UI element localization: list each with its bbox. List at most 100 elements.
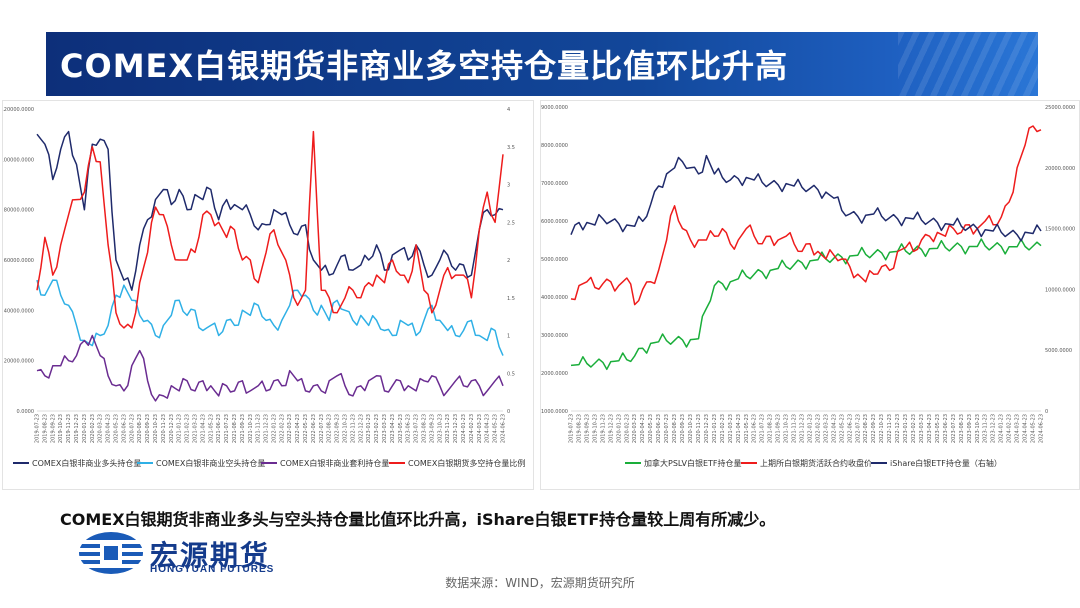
y-left-tick-label: 40000.0000 [4,308,34,314]
x-tick-label: 2021-09-23 [776,414,782,443]
series-line-2 [36,334,504,402]
y-right-tick-label: 20000.0000 [1045,166,1075,172]
series-line-3 [36,130,504,329]
y-right-tick-label: 2.5 [507,220,515,226]
y-right-tick-label: 3 [507,183,510,189]
x-tick-label: 2022-03-23 [823,414,829,443]
x-tick-label: 2022-01-23 [807,414,813,443]
x-tick-label: 2021-08-23 [768,414,774,443]
x-tick-label: 2023-09-23 [967,414,973,443]
x-tick-label: 2022-02-23 [815,414,821,443]
y-right-tick-label: 25000.0000 [1045,105,1075,111]
x-tick-label: 2022-11-23 [887,414,893,443]
legend-label: iShare白银ETF持仓量（右轴） [890,458,1002,468]
x-tick-label: 2021-10-23 [784,414,790,443]
x-tick-label: 2021-05-23 [744,414,750,443]
x-tick-label: 2023-03-23 [382,414,388,443]
x-tick-label: 2023-09-23 [429,414,435,443]
x-tick-label: 2020-02-23 [90,414,96,443]
title-bar: COMEX白银期货非商业多空持仓量比值环比升高 [46,32,1038,96]
company-logo: 宏源期货 HONGYUAN FUTURES [78,530,318,576]
x-tick-label: 2019-10-23 [58,414,64,443]
x-tick-label: 2021-03-23 [728,414,734,443]
x-tick-label: 2019-07-23 [569,414,575,443]
x-tick-label: 2023-07-23 [951,414,957,443]
x-tick-label: 2023-02-23 [374,414,380,443]
x-tick-label: 2024-03-23 [477,414,483,443]
y-left-tick-label: 8000.0000 [541,143,568,149]
x-tick-label: 2024-01-23 [999,414,1005,443]
y-right-tick-label: 1 [507,334,510,340]
x-tick-label: 2019-09-23 [584,414,590,443]
x-tick-label: 2024-06-23 [1039,414,1045,443]
logo-icon [78,532,144,574]
x-tick-label: 2019-12-23 [74,414,80,443]
x-tick-label: 2020-10-23 [688,414,694,443]
x-tick-label: 2022-02-23 [279,414,285,443]
y-left-tick-label: 1000.0000 [541,409,568,415]
x-tick-label: 2019-07-23 [35,414,41,443]
page-title: COMEX白银期货非商业多空持仓量比值环比升高 [60,47,789,85]
logo-english-name: HONGYUAN FUTURES [150,564,275,575]
series-line-1 [570,125,1042,306]
x-tick-label: 2022-10-23 [343,414,349,443]
chart-panel-left: 0.0000 20000.0000 40000.0000 60000.0000 8000… [2,100,534,490]
x-tick-label: 2020-08-23 [672,414,678,443]
x-tick-label: 2021-01-23 [177,414,183,443]
x-tick-label: 2022-12-23 [895,414,901,443]
y-left-tick-label: 80000.0000 [4,208,34,214]
x-tick-label: 2020-10-23 [153,414,159,443]
x-tick-label: 2020-01-23 [616,414,622,443]
x-tick-label: 2020-03-23 [632,414,638,443]
x-tick-label: 2020-05-23 [113,414,119,443]
x-tick-label: 2024-02-23 [1007,414,1013,443]
x-tick-label: 2020-09-23 [680,414,686,443]
x-tick-label: 2024-04-23 [485,414,491,443]
x-tick-label: 2024-01-23 [461,414,467,443]
legend-label: COMEX白银非商业套利持仓量 [280,458,389,468]
x-tick-label: 2020-09-23 [145,414,151,443]
x-tick-label: 2023-12-23 [453,414,459,443]
data-source-note: 数据来源：WIND，宏源期货研究所 [445,576,635,590]
x-tick-label: 2020-07-23 [664,414,670,443]
x-tick-label: 2022-06-23 [847,414,853,443]
x-tick-label: 2023-06-23 [406,414,412,443]
y-left-tick-label: 120000.0000 [3,107,34,113]
x-tick-label: 2019-09-23 [50,414,56,443]
x-tick-label: 2022-01-23 [271,414,277,443]
x-tick-label: 2023-03-23 [919,414,925,443]
y-left-tick-label: 2000.0000 [541,371,568,377]
x-tick-label: 2022-09-23 [335,414,341,443]
series-line-0 [570,238,1042,371]
x-tick-label: 2023-10-23 [437,414,443,443]
x-tick-label: 2022-09-23 [871,414,877,443]
x-tick-label: 2020-04-23 [106,414,112,443]
y-left-tick-label: 60000.0000 [4,258,34,264]
chart-right: 1000.0000 2000.0000 3000.0000 4000.0000 5000… [541,105,1075,468]
y-left-tick-label: 0.0000 [17,409,35,415]
x-tick-label: 2019-11-23 [66,414,72,443]
x-tick-label: 2022-08-23 [863,414,869,443]
y-left-tick-label: 4000.0000 [541,295,568,301]
x-tick-label: 2021-05-23 [208,414,214,443]
x-tick-label: 2020-06-23 [656,414,662,443]
series-line-1 [36,279,504,356]
x-tick-label: 2022-04-23 [295,414,301,443]
x-tick-label: 2020-11-23 [696,414,702,443]
x-tick-label: 2023-01-23 [903,414,909,443]
x-tick-label: 2020-11-23 [161,414,167,443]
legend-label: 上期所白银期货活跃合约收盘价 [760,458,872,468]
x-tick-label: 2020-12-23 [169,414,175,443]
x-tick-label: 2021-12-23 [264,414,270,443]
y-right-tick-label: 0 [507,409,510,415]
x-tick-label: 2021-04-23 [200,414,206,443]
x-tick-label: 2022-10-23 [879,414,885,443]
x-tick-label: 2021-02-23 [185,414,191,443]
x-tick-label: 2020-07-23 [129,414,135,443]
x-tick-label: 2021-08-23 [232,414,238,443]
x-tick-label: 2020-02-23 [624,414,630,443]
x-tick-label: 2022-08-23 [327,414,333,443]
x-tick-label: 2021-11-23 [792,414,798,443]
x-tick-label: 2021-12-23 [800,414,806,443]
x-tick-label: 2023-05-23 [935,414,941,443]
